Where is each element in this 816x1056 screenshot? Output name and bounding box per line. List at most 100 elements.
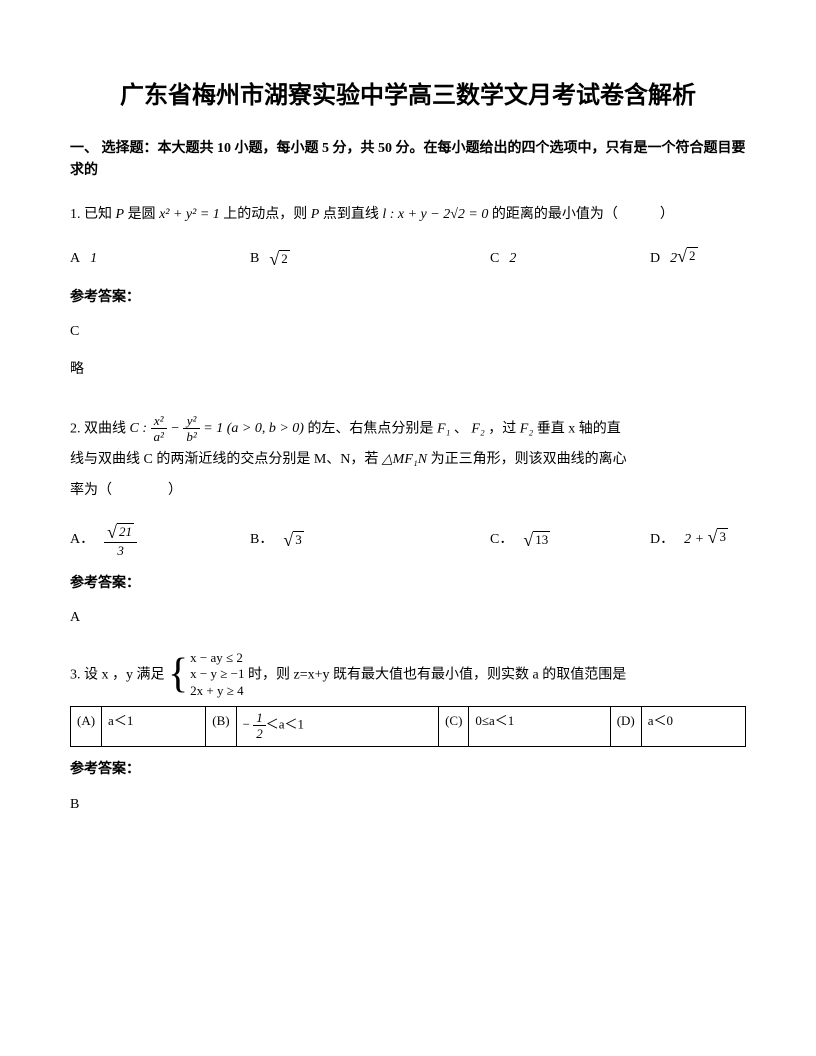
q1-optB-sqrt-arg: 2	[279, 250, 290, 267]
question-3: 3. 设 x ，y 满足 { x − ay ≤ 2 x − y ≥ −1 2x …	[70, 650, 746, 816]
q3-tB-num: 1	[253, 711, 266, 726]
q1-optD-val: 2√2	[670, 247, 697, 270]
left-brace-icon: {	[168, 656, 188, 694]
q3-sys3: 2x + y ≥ 4	[190, 683, 244, 700]
q2-text: 2. 双曲线 C : x² a² − y² b² = 1 (a > 0, b >…	[70, 414, 746, 445]
q2-frac2-num: y²	[183, 414, 199, 429]
q3-system-rows: x − ay ≤ 2 x − y ≥ −1 2x + y ≥ 4	[190, 650, 244, 701]
q2-frac2: y² b²	[183, 414, 199, 443]
q1-option-b: B √ 2	[250, 247, 490, 270]
q1-optA-label: A	[70, 248, 80, 270]
q2-line2-text: 线与双曲线 C 的两渐近线的交点分别是 M、N，若	[70, 452, 382, 467]
q1-mid3: 点到直线	[323, 207, 383, 222]
q2-f2: F₂	[471, 421, 484, 436]
q2-optD-label: D．	[650, 529, 674, 551]
q2-optA-frac: √21 3	[104, 523, 137, 557]
q2-mid3: 垂直 x 轴的直	[537, 421, 621, 436]
q1-option-d: D 2√2	[650, 247, 746, 270]
q3-tB-frac: 12	[253, 711, 266, 740]
sqrt-sign-icon: √	[107, 523, 117, 541]
q1-p-var-2: P	[311, 207, 320, 222]
section-1-header: 一、 选择题：本大题共 10 小题，每小题 5 分，共 50 分。在每小题给出的…	[70, 138, 746, 183]
q1-note: 略	[70, 359, 746, 381]
q3-mid1: 时，则 z=x+y 既有最大值也有最小值，则实数 a 的取值范围是	[248, 667, 626, 682]
q1-option-a: A 1	[70, 247, 250, 270]
q3-tC-tag: (C)	[439, 707, 469, 747]
q2-frac2-den: b²	[183, 429, 199, 443]
q2-option-b: B． √3	[250, 523, 490, 557]
q2-line3: 率为（ ）	[70, 476, 746, 507]
q2-option-d: D． 2 + √3	[650, 523, 746, 557]
q2-mid1: 的左、右焦点分别是	[307, 421, 437, 436]
q3-tB-den: 2	[253, 726, 266, 740]
q1-optC-val: 2	[509, 248, 516, 270]
q3-tC-val: 0≤a＜1	[469, 707, 610, 747]
q1-mid4: 的距离的最小值为（ ）	[492, 207, 674, 222]
q3-prefix: 3. 设 x ，y 满足	[70, 667, 168, 682]
q1-mid1: 是圆	[128, 207, 160, 222]
table-row: (A) a＜1 (B) − 12＜a＜1 (C) 0≤a＜1 (D) a＜0	[71, 707, 746, 747]
q3-system: { x − ay ≤ 2 x − y ≥ −1 2x + y ≥ 4	[168, 650, 244, 701]
q1-optD-label: D	[650, 248, 660, 270]
q1-p-var: P	[116, 207, 125, 222]
q2-prefix: 2. 双曲线	[70, 421, 130, 436]
page-title: 广东省梅州市湖寮实验中学高三数学文月考试卷含解析	[70, 80, 746, 114]
q1-optA-val: 1	[90, 248, 97, 270]
q1-answer: C	[70, 321, 746, 343]
q2-option-c: C． √13	[490, 523, 650, 557]
q2-answer: A	[70, 607, 746, 629]
q1-options: A 1 B √ 2 C 2 D 2√2	[70, 247, 746, 270]
sqrt-sign-icon: √	[283, 531, 293, 549]
q2-optA-sqrt: √21	[107, 523, 134, 541]
q1-text: 1. 已知 P 是圆 x² + y² = 1 上的动点，则 P 点到直线 l :…	[70, 200, 746, 231]
q3-answer: B	[70, 794, 746, 816]
q1-optD-sqrt: √2	[677, 247, 697, 265]
q2-optB-sqrt: √3	[283, 531, 303, 549]
question-1: 1. 已知 P 是圆 x² + y² = 1 上的动点，则 P 点到直线 l :…	[70, 200, 746, 381]
sqrt-sign-icon: √	[708, 528, 718, 546]
q2-optC-sqrt: √13	[523, 531, 550, 549]
q2-curve: C : x² a² − y² b² = 1 (a > 0, b > 0)	[130, 414, 304, 445]
q2-optD-sqrt-arg: 3	[717, 528, 728, 545]
q2-options: A． √21 3 B． √3 C． √13 D． 2 + √3	[70, 523, 746, 557]
q2-answer-label: 参考答案：	[70, 573, 746, 595]
q3-tD-tag: (D)	[610, 707, 641, 747]
q3-option-table: (A) a＜1 (B) − 12＜a＜1 (C) 0≤a＜1 (D) a＜0	[70, 706, 746, 747]
q2-optA-den: 3	[104, 543, 137, 557]
q3-sys2: x − y ≥ −1	[190, 666, 244, 683]
q1-optD-sqrt-arg: 2	[687, 247, 698, 264]
q2-f2-b: F₂	[520, 421, 533, 436]
q1-optB-sqrt: √ 2	[269, 250, 289, 268]
sqrt-sign-icon: √	[523, 531, 533, 549]
q3-tB-prefix: −	[243, 717, 254, 732]
q2-optC-sqrt-arg: 13	[533, 531, 550, 548]
q1-option-c: C 2	[490, 247, 650, 270]
q1-prefix: 1. 已知	[70, 207, 116, 222]
q2-line2: 线与双曲线 C 的两渐近线的交点分别是 M、N，若 △MF₁N 为正三角形，则该…	[70, 445, 746, 476]
q2-optA-sqrt-arg: 21	[117, 523, 134, 540]
q2-curve-label: C :	[130, 421, 151, 436]
q1-mid2: 上的动点，则	[223, 207, 311, 222]
q2-frac1-num: x²	[151, 414, 167, 429]
q3-sys1: x − ay ≤ 2	[190, 650, 244, 667]
q2-optC-label: C．	[490, 529, 513, 551]
sqrt-sign-icon: √	[269, 250, 279, 268]
q1-answer-label: 参考答案：	[70, 287, 746, 309]
q2-f1: F₁	[437, 421, 450, 436]
question-2: 2. 双曲线 C : x² a² − y² b² = 1 (a > 0, b >…	[70, 414, 746, 630]
q2-optA-label: A．	[70, 529, 94, 551]
q2-optD-sqrt: √3	[708, 528, 728, 546]
q1-line-eq: l : x + y − 2√2 = 0	[382, 207, 488, 222]
q3-tB-suffix: ＜a＜1	[266, 717, 304, 732]
q2-optD-val: 2 + √3	[684, 528, 728, 551]
q3-tA-tag: (A)	[71, 707, 102, 747]
q1-optB-label: B	[250, 248, 259, 270]
q2-sep: 、	[454, 421, 468, 436]
q2-optD-prefix: 2 +	[684, 532, 707, 547]
q2-minus: −	[170, 421, 183, 436]
q2-optB-label: B．	[250, 529, 273, 551]
q3-tD-val: a＜0	[641, 707, 745, 747]
q3-tA-val: a＜1	[102, 707, 206, 747]
q2-frac1: x² a²	[151, 414, 167, 443]
q1-circle-eq: x² + y² = 1	[159, 207, 220, 222]
